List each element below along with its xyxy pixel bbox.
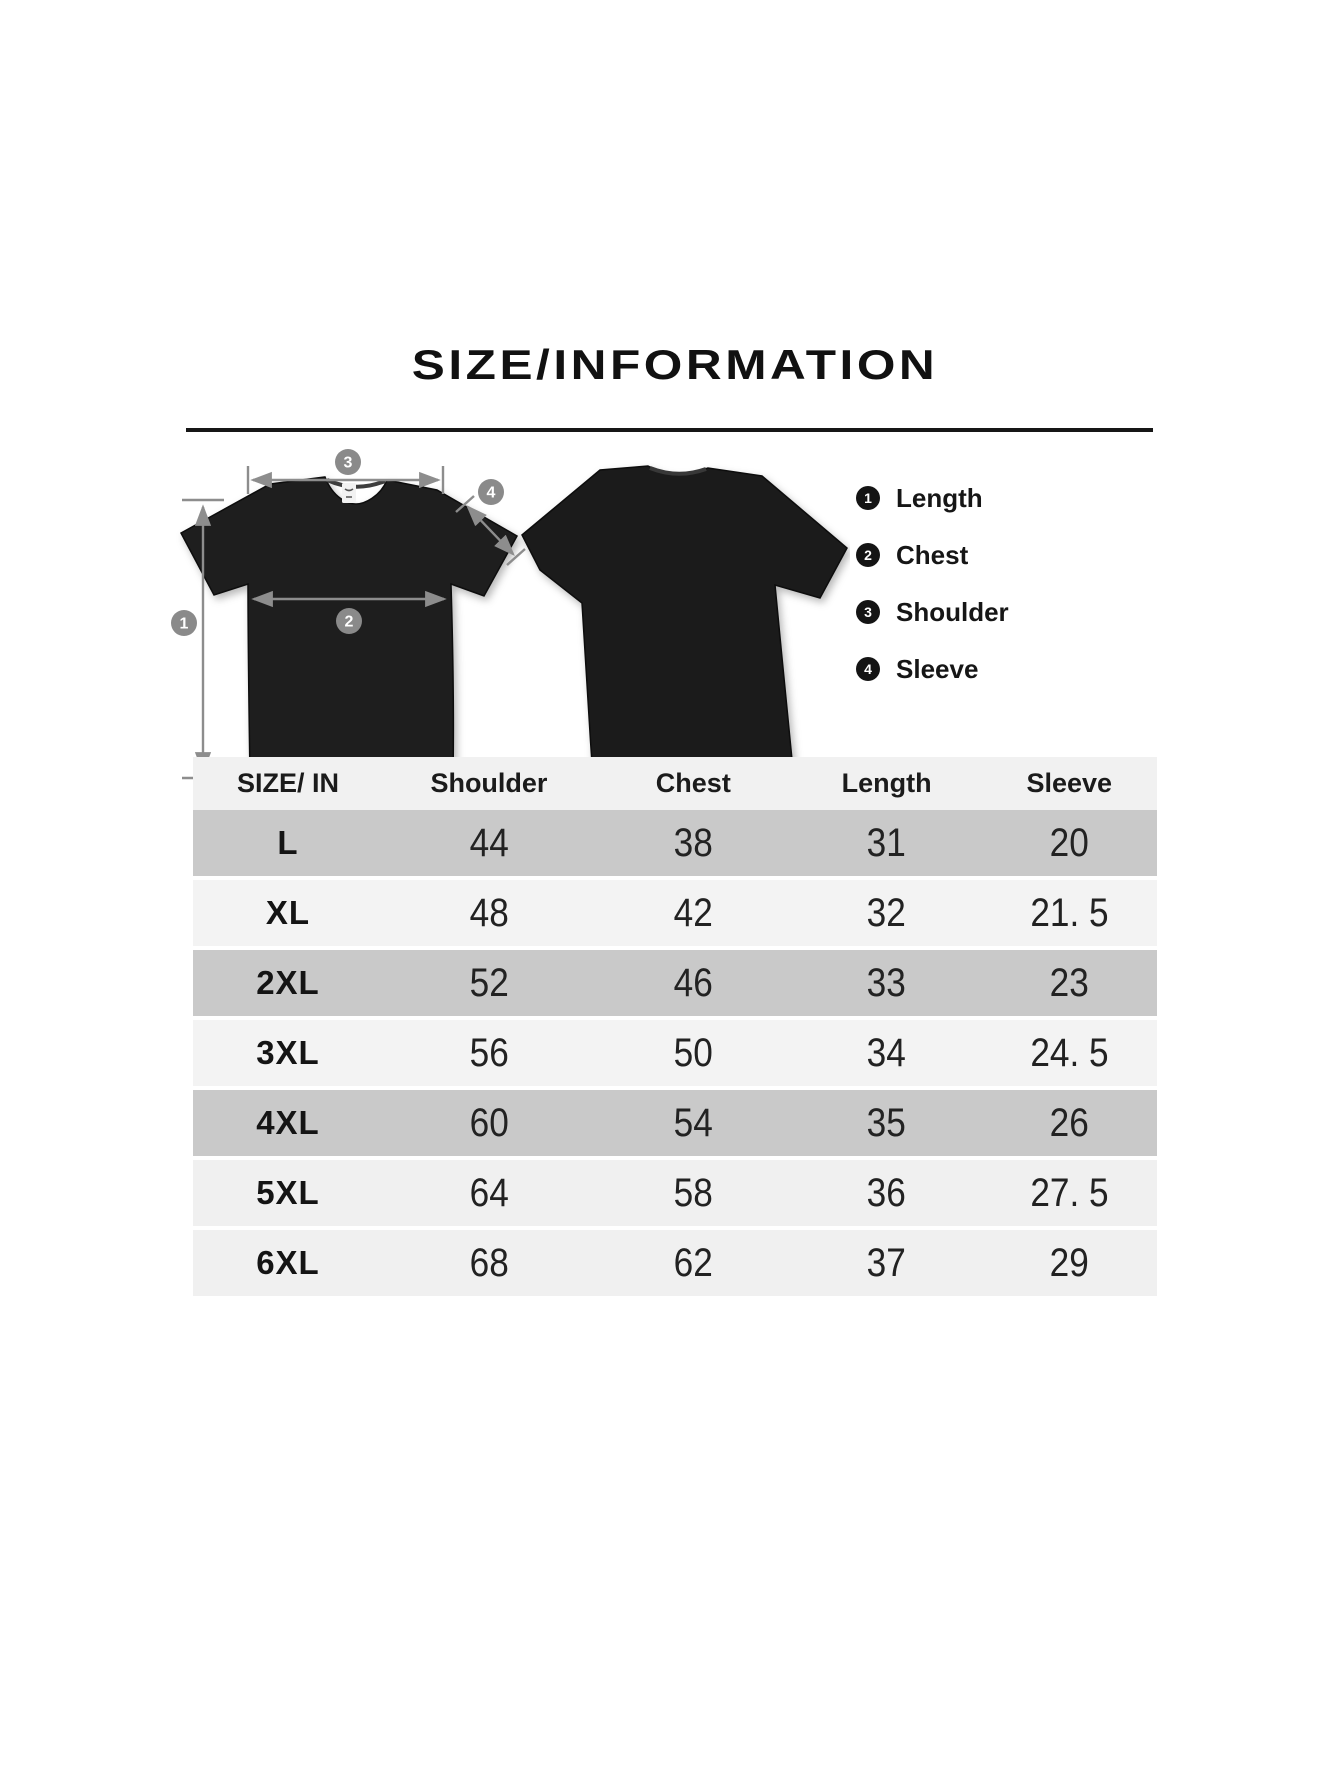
table-row-2xl: 2XL 52 46 33 23 bbox=[193, 950, 1157, 1016]
value-sleeve: 23 bbox=[1049, 960, 1089, 1005]
table-row-4xl: 4XL 60 54 35 26 bbox=[193, 1090, 1157, 1156]
size-label: L bbox=[277, 824, 299, 861]
legend-label-chest: Chest bbox=[896, 539, 969, 570]
size-label: 4XL bbox=[256, 1104, 320, 1141]
header-sleeve: Sleeve bbox=[1026, 768, 1113, 798]
value-length: 37 bbox=[866, 1240, 907, 1285]
back-shirt bbox=[521, 465, 848, 781]
legend-label-length: Length bbox=[896, 482, 983, 513]
header-shoulder: Shoulder bbox=[430, 768, 548, 798]
size-label: 6XL bbox=[256, 1244, 320, 1281]
legend-item-length: 1 Length bbox=[856, 483, 1009, 513]
svg-text:2: 2 bbox=[345, 614, 354, 631]
value-sleeve: 24. 5 bbox=[1030, 1030, 1109, 1075]
value-shoulder: 48 bbox=[469, 890, 509, 935]
value-length: 32 bbox=[866, 890, 907, 935]
tag-print bbox=[344, 488, 354, 498]
value-chest: 62 bbox=[673, 1240, 713, 1285]
value-chest: 38 bbox=[673, 820, 713, 865]
header-size-in: SIZE/ IN bbox=[236, 768, 339, 798]
value-length: 34 bbox=[866, 1030, 907, 1075]
value-sleeve: 26 bbox=[1049, 1100, 1089, 1145]
value-chest: 50 bbox=[673, 1030, 713, 1075]
length-dimension-badge: 1 bbox=[171, 610, 197, 636]
svg-text:4: 4 bbox=[487, 485, 496, 502]
chest-dimension-badge: 2 bbox=[336, 608, 362, 634]
legend-label-sleeve: Sleeve bbox=[896, 653, 979, 684]
value-chest: 46 bbox=[673, 960, 713, 1005]
value-chest: 54 bbox=[673, 1100, 713, 1145]
legend-item-shoulder: 3 Shoulder bbox=[856, 597, 1009, 627]
header-chest: Chest bbox=[655, 768, 731, 798]
legend-label-shoulder: Shoulder bbox=[896, 596, 1009, 627]
table-row-xl: XL 48 42 32 21. 5 bbox=[193, 880, 1157, 946]
value-shoulder: 44 bbox=[469, 820, 509, 865]
value-length: 31 bbox=[866, 820, 907, 865]
value-chest: 42 bbox=[673, 890, 713, 935]
size-label: XL bbox=[265, 894, 311, 931]
legend-badge-4: 4 bbox=[856, 657, 880, 681]
value-sleeve: 29 bbox=[1049, 1240, 1089, 1285]
shoulder-dimension bbox=[246, 466, 445, 494]
sleeve-dimension-badge: 4 bbox=[478, 479, 504, 505]
sleeve-dimension bbox=[455, 495, 526, 566]
legend-badge-3: 3 bbox=[856, 600, 880, 624]
size-label: 3XL bbox=[256, 1034, 320, 1071]
table-row-5xl: 5XL 64 58 36 27. 5 bbox=[193, 1160, 1157, 1226]
value-shoulder: 68 bbox=[469, 1240, 509, 1285]
svg-text:1: 1 bbox=[180, 616, 189, 633]
size-label: 5XL bbox=[256, 1174, 320, 1211]
legend-item-chest: 2 Chest bbox=[856, 540, 1009, 570]
size-table-header: SIZE/ IN Shoulder Chest Length Sleeve bbox=[193, 757, 1157, 810]
value-chest: 58 bbox=[673, 1170, 713, 1215]
table-row-6xl: 6XL 68 62 37 29 bbox=[193, 1230, 1157, 1296]
value-sleeve: 20 bbox=[1049, 820, 1089, 865]
tshirt-measure-diagram: 3 4 1 2 bbox=[171, 449, 848, 781]
back-collar bbox=[649, 466, 707, 476]
value-shoulder: 52 bbox=[469, 960, 509, 1005]
table-row-l: L 44 38 31 20 bbox=[193, 810, 1157, 876]
legend-item-sleeve: 4 Sleeve bbox=[856, 654, 1009, 684]
value-length: 36 bbox=[866, 1170, 907, 1215]
legend-badge-1: 1 bbox=[856, 486, 880, 510]
table-row-3xl: 3XL 56 50 34 24. 5 bbox=[193, 1020, 1157, 1086]
value-length: 35 bbox=[866, 1100, 907, 1145]
value-shoulder: 64 bbox=[469, 1170, 509, 1215]
size-label: 2XL bbox=[256, 964, 320, 1001]
svg-text:3: 3 bbox=[344, 455, 353, 472]
size-table-body: L 44 38 31 20 XL 48 42 32 21. 5 2XL 52 4… bbox=[193, 810, 1157, 1296]
value-length: 33 bbox=[866, 960, 907, 1005]
header-length: Length bbox=[841, 768, 932, 798]
collar-tag bbox=[342, 483, 356, 503]
value-shoulder: 56 bbox=[469, 1030, 509, 1075]
page-title: SIZE/INFORMATION bbox=[411, 341, 939, 388]
title-divider bbox=[186, 428, 1153, 432]
shoulder-dimension-badge: 3 bbox=[335, 449, 361, 475]
value-shoulder: 60 bbox=[469, 1100, 509, 1145]
size-table: SIZE/ IN Shoulder Chest Length Sleeve L … bbox=[193, 757, 1157, 1296]
value-sleeve: 27. 5 bbox=[1030, 1170, 1109, 1215]
value-sleeve: 21. 5 bbox=[1030, 890, 1109, 935]
measure-legend: 1 Length 2 Chest 3 Shoulder 4 Sleeve bbox=[856, 483, 1009, 684]
legend-badge-2: 2 bbox=[856, 543, 880, 567]
